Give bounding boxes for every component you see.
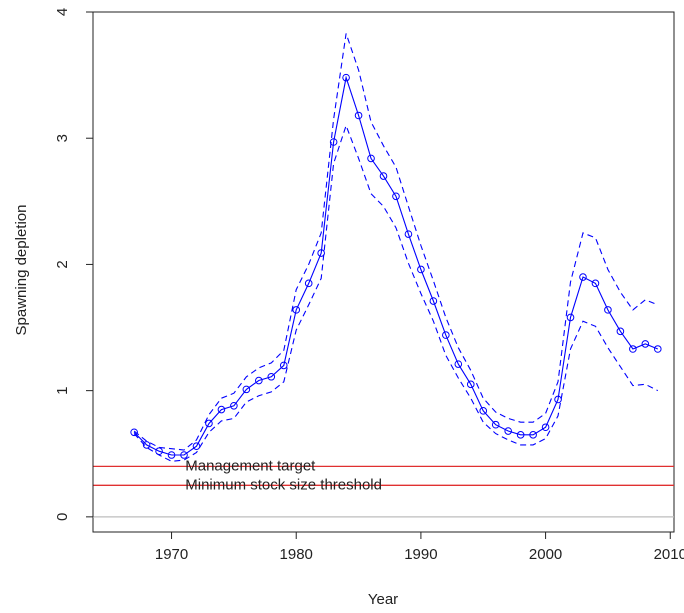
- data-point: [429, 297, 438, 305]
- x-tick-label: 1970: [155, 546, 188, 563]
- data-point: [491, 420, 500, 429]
- data-point: [130, 428, 138, 437]
- data-point: [641, 340, 650, 348]
- hline-label-0: Management target: [185, 457, 316, 474]
- data-point: [404, 230, 413, 238]
- data-point: [629, 345, 637, 353]
- data-point: [591, 279, 600, 288]
- series-line-1: [133, 33, 659, 451]
- data-point: [142, 441, 151, 449]
- data-point: [292, 306, 301, 314]
- data-point: [454, 360, 463, 368]
- series-line-0: [133, 75, 659, 456]
- data-point: [255, 376, 263, 385]
- plot-frame: [92, 11, 675, 533]
- x-tick-label: 1980: [280, 546, 313, 563]
- data-point: [342, 73, 350, 82]
- y-tick-label: 0: [54, 513, 71, 521]
- data-point: [304, 279, 313, 288]
- data-point: [604, 306, 612, 314]
- y-axis: 0 1 2 3 4: [54, 8, 94, 521]
- data-point: [317, 249, 325, 257]
- data-point: [379, 172, 388, 180]
- x-axis: 1970 1980 1990 2000 2010: [155, 531, 684, 563]
- data-point: [329, 138, 338, 146]
- data-point: [267, 372, 276, 381]
- x-tick-label: 2010: [654, 546, 684, 563]
- y-axis-label: Spawning depletion: [13, 205, 30, 336]
- reference-labels: Management target Minimum stock size thre…: [185, 457, 382, 493]
- x-tick-label: 2000: [529, 546, 562, 563]
- data-point: [541, 423, 550, 432]
- data-point: [466, 380, 475, 389]
- data-point: [205, 419, 213, 428]
- y-tick-label: 2: [54, 260, 71, 268]
- data-point: [653, 345, 662, 353]
- data-point: [279, 361, 288, 370]
- y-tick-label: 3: [54, 134, 71, 142]
- data-point: [616, 327, 625, 336]
- data-point: [392, 192, 400, 201]
- data-point: [516, 431, 525, 439]
- x-axis-label: Year: [368, 591, 398, 608]
- data-point: [180, 451, 188, 459]
- y-tick-label: 1: [54, 386, 71, 394]
- data-point: [554, 395, 562, 404]
- y-tick-label: 4: [54, 8, 71, 16]
- data-point: [354, 111, 363, 120]
- reference-lines: [93, 465, 674, 518]
- data-point: [167, 451, 176, 459]
- data-point: [579, 273, 587, 281]
- data-point: [367, 154, 375, 163]
- data-point: [442, 331, 450, 339]
- series-group: [130, 33, 662, 462]
- series-line-2: [133, 123, 659, 462]
- x-tick-label: 1990: [404, 546, 437, 563]
- data-point: [417, 265, 425, 274]
- data-point: [566, 313, 575, 322]
- data-point: [529, 431, 537, 439]
- hline-label-1: Minimum stock size threshold: [185, 476, 382, 493]
- data-point: [504, 427, 512, 435]
- data-point: [479, 407, 488, 415]
- data-point: [242, 385, 251, 394]
- data-point: [217, 405, 226, 414]
- data-point: [230, 401, 238, 410]
